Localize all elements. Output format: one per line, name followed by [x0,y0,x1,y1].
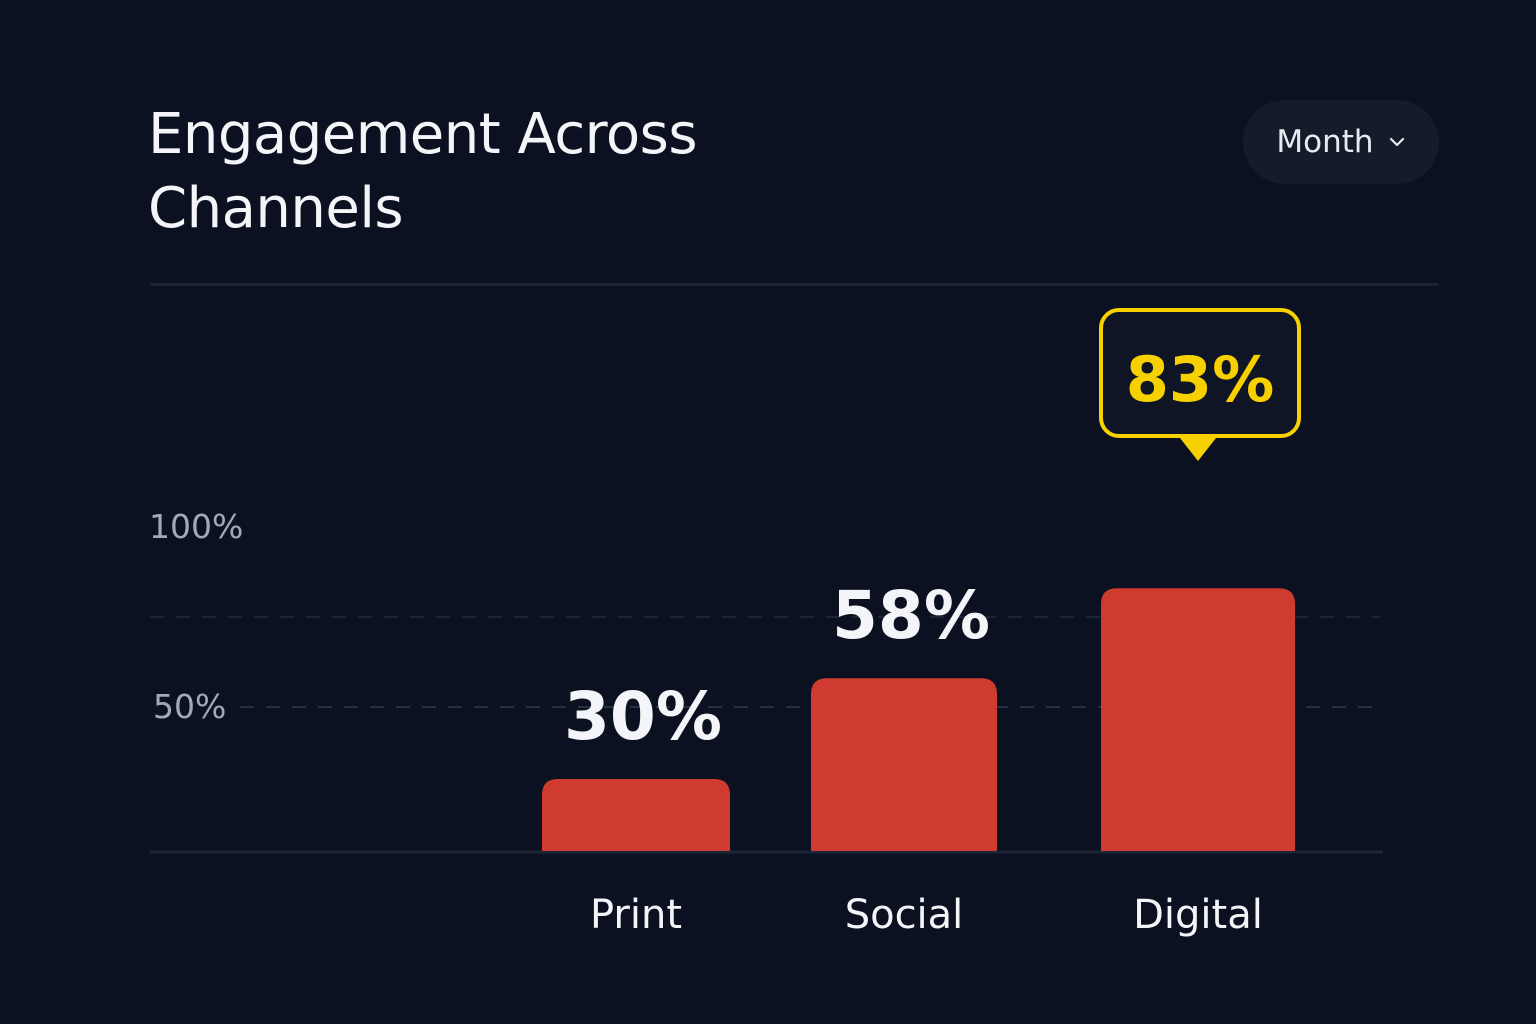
bar-digital [1101,588,1295,851]
x-tick-label: Print [590,892,682,938]
bar-print [542,779,730,851]
x-tick-label: Social [845,892,964,938]
bar-social [811,678,997,851]
period-dropdown[interactable]: Month [1243,100,1439,184]
chart-title: Engagement Across Channels [148,98,848,246]
chart-title-line-2: Channels [148,176,404,241]
y-tick-label: 100% [149,507,243,546]
x-tick-label: Digital [1133,892,1263,938]
period-dropdown-value: Month [1276,124,1374,160]
y-tick-label: 50% [153,687,226,726]
chart-title-line-1: Engagement Across [148,102,698,167]
value-callout-box [1099,308,1301,438]
header-divider [150,283,1438,286]
data-label: 83% [1126,343,1274,416]
value-callout-pointer [1180,438,1216,461]
chevron-down-icon [1389,137,1404,147]
data-label: 30% [564,678,722,755]
data-label: 58% [832,577,990,654]
